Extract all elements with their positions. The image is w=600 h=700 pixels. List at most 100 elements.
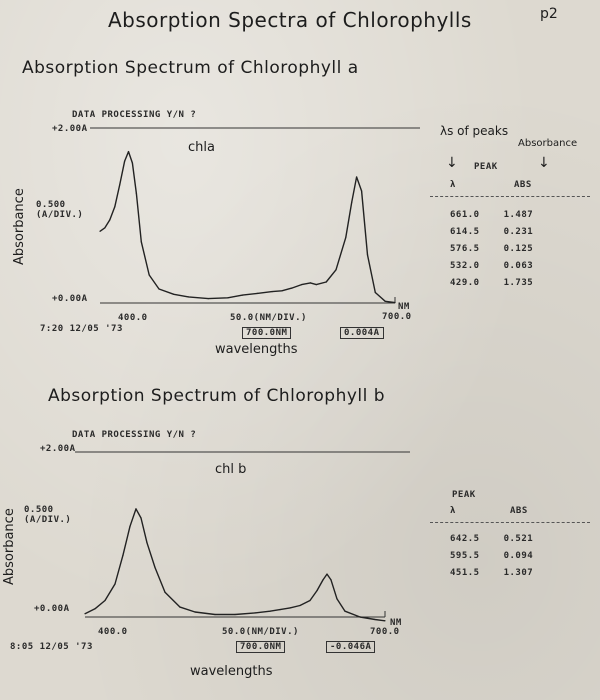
chart-b-peak-absorbance: 1.307 <box>503 568 534 578</box>
chart-a-data-point <box>242 294 244 296</box>
chart-a-arrow-icon: ↓ <box>446 155 458 171</box>
chart-a-trace-line <box>99 150 396 304</box>
chart-a-timestamp: 7:20 12/05 '73 <box>40 324 123 334</box>
page-number: p2 <box>540 6 558 22</box>
chart-a-data-point <box>173 293 175 295</box>
chart-a-data-point <box>366 254 369 256</box>
chart-a-data-point <box>271 291 273 293</box>
chart-a-peaks-caption: λs of peaks <box>440 124 509 138</box>
chart-b-data-point <box>179 606 181 608</box>
chart-b-peak-header: PEAK <box>452 490 476 500</box>
chart-b-title: Absorption Spectrum of Chlorophyll b <box>48 386 386 406</box>
chart-a-data-point <box>131 162 133 164</box>
chart-b-data-point <box>359 616 361 618</box>
chart-a-data-point <box>361 190 363 192</box>
chart-a-y-top: +2.00A <box>52 124 88 134</box>
chart-a-peak-absorbance: 0.125 <box>503 244 534 254</box>
chart-a-data-point <box>356 176 358 178</box>
chart-a-data-point <box>281 290 283 292</box>
chart-a-lambda-header: λ <box>450 180 456 190</box>
chart-a-data-point <box>345 236 347 238</box>
chart-a-peak-absorbance: 0.231 <box>503 227 534 237</box>
chart-b-data-point <box>114 583 116 585</box>
chart-a-peak-row: 661.0 1.487 <box>450 210 533 220</box>
chart-b-y-bottom: +0.00A <box>34 604 70 614</box>
chart-a-peak-header: PEAK <box>474 162 498 172</box>
chart-a-data-point <box>374 291 376 294</box>
chart-b-data-point <box>146 542 148 544</box>
chart-a-peak-row: 429.0 1.735 <box>450 278 533 288</box>
chart-a-data-point <box>109 219 111 221</box>
chart-b-data-point <box>384 620 386 622</box>
chart-a-data-point <box>227 297 229 299</box>
chart-b-y-top: +2.00A <box>40 444 76 454</box>
chart-a-peak-absorbance: 0.063 <box>503 261 534 271</box>
chart-a-data-point <box>124 160 126 162</box>
chart-a-data-point <box>335 269 337 271</box>
chart-a-data-point <box>114 206 116 208</box>
chart-a-title: Absorption Spectrum of Chlorophyll a <box>22 58 359 78</box>
chart-a-peak-wavelength: 661.0 <box>450 210 480 220</box>
chart-a-x-start: 400.0 <box>118 313 148 323</box>
chart-b-data-point <box>84 613 86 615</box>
chart-a-data-point <box>99 230 101 232</box>
chart-b-trace-label: chl b <box>215 462 247 477</box>
chart-a-table-rule <box>430 196 590 197</box>
chart-b-peak-row: 451.5 1.307 <box>450 568 533 578</box>
chart-a-peak-absorbance: 1.487 <box>503 210 534 220</box>
chart-b-table-rule <box>430 522 590 523</box>
chart-a-data-point <box>301 284 303 286</box>
chart-a-data-point <box>291 287 293 289</box>
chart-b-cursor-absorbance: -0.046A <box>326 641 376 653</box>
chart-a-y-scale: 0.500 (A/DIV.) <box>36 200 84 220</box>
chart-a-data-point <box>140 241 142 243</box>
chart-a-data-point <box>325 281 327 283</box>
chart-b-peak-wavelength: 642.5 <box>450 534 480 544</box>
chart-b-data-point <box>140 517 142 519</box>
chart-a-y-bottom: +0.00A <box>52 294 88 304</box>
chart-b-data-point <box>326 573 328 575</box>
chart-b-data-point <box>164 591 166 593</box>
chart-b-data-point <box>254 612 256 614</box>
chart-a-data-point <box>394 302 396 304</box>
chart-a-peak-row: 576.5 0.125 <box>450 244 533 254</box>
chart-b-x-end: 700.0 <box>370 627 400 637</box>
chart-b-data-point <box>269 610 271 612</box>
chart-b-x-scale: 50.0(NM/DIV.) <box>222 627 299 637</box>
chart-b-x-unit: NM <box>390 618 402 628</box>
chart-b-y-scale: 0.500 (A/DIV.) <box>24 505 72 525</box>
chart-a-data-point <box>207 298 209 300</box>
chart-a-peak-wavelength: 532.0 <box>450 261 480 271</box>
chart-b-data-point <box>194 611 196 613</box>
chart-a-cursor-wavelength: 700.0NM <box>242 327 292 339</box>
chart-a-data-point <box>127 151 130 153</box>
chart-b-data-point <box>154 566 156 569</box>
chart-a-data-point <box>256 292 258 294</box>
chart-b-header: DATA PROCESSING Y/N ? <box>72 430 197 440</box>
chart-b-data-point <box>279 609 281 611</box>
chart-b-data-point <box>234 613 236 616</box>
chart-b-data-point <box>122 554 124 556</box>
chart-a-data-point <box>135 193 137 195</box>
chart-a-peak-row: 532.0 0.063 <box>450 261 533 271</box>
page-title: Absorption Spectra of Chlorophylls <box>108 8 472 32</box>
chart-b-data-point <box>322 579 324 581</box>
chart-b-data-point <box>316 590 318 592</box>
chart-b-data-point <box>374 618 376 621</box>
chart-a-data-point <box>309 282 311 284</box>
chart-a-data-point <box>315 284 317 286</box>
chart-b-abs-header: ABS <box>510 506 528 516</box>
chart-a-data-point <box>104 227 106 229</box>
chart-b-data-point <box>104 599 106 602</box>
chart-a-x-unit: NM <box>398 302 410 312</box>
chart-b-data-point <box>336 598 338 600</box>
chart-a-data-point <box>187 296 190 298</box>
chart-b-cursor-wavelength: 700.0NM <box>236 641 286 653</box>
chart-b-data-point <box>94 608 96 610</box>
chart-b-data-point <box>289 607 291 609</box>
chart-b-peak-row: 642.5 0.521 <box>450 534 533 544</box>
chart-a-x-scale: 50.0(NM/DIV.) <box>230 313 307 323</box>
